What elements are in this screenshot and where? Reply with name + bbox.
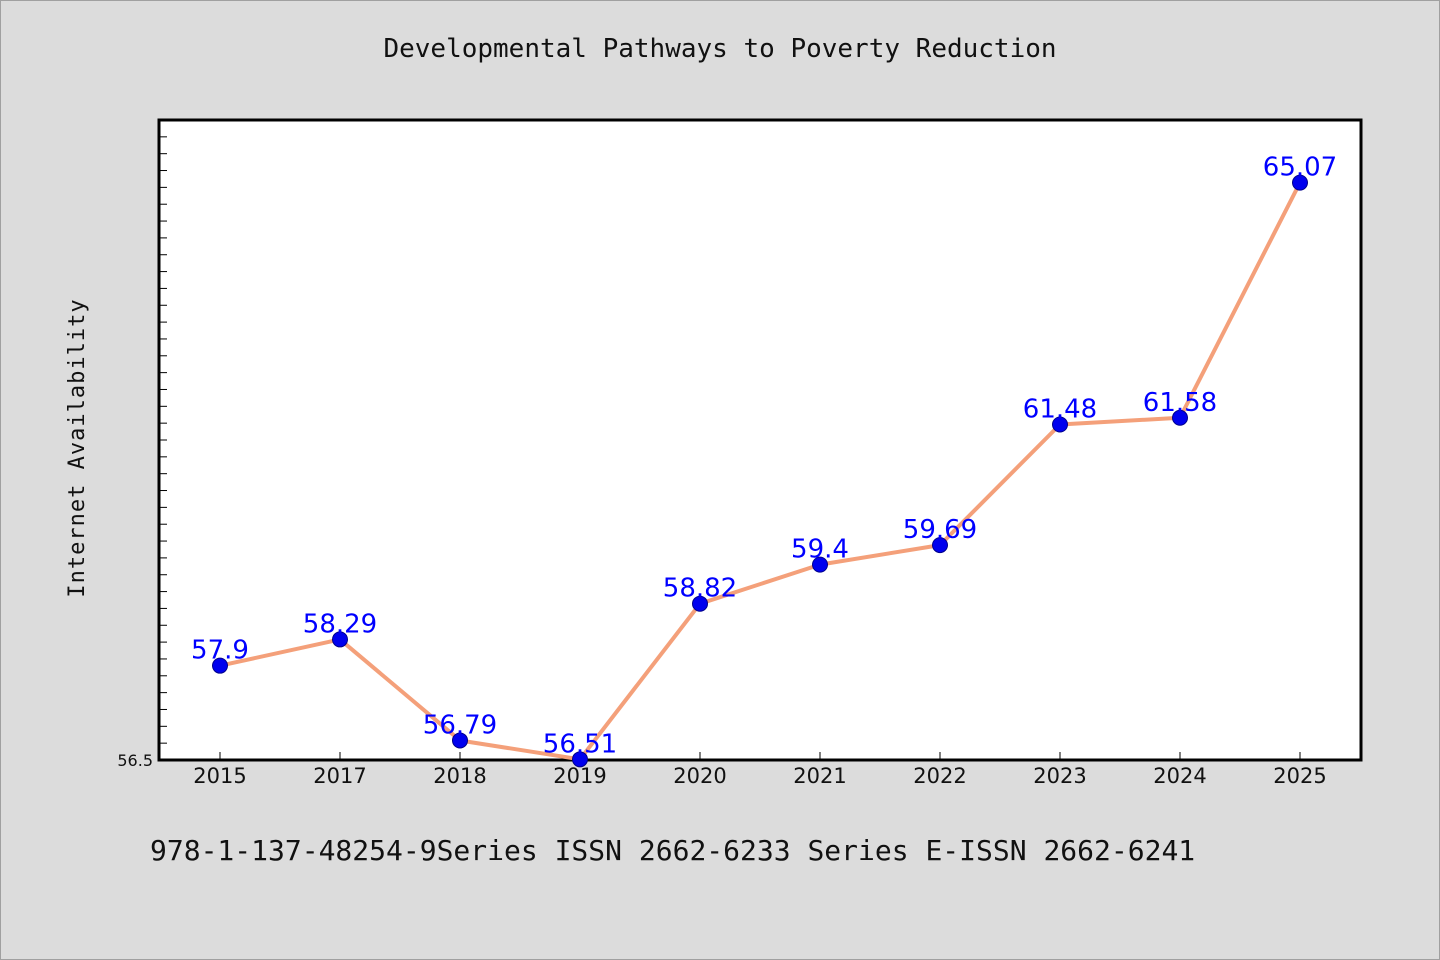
data-point [1292,174,1308,191]
data-point [692,595,708,612]
data-point [212,657,228,674]
x-tick-label: 2019 [553,764,606,788]
y-axis-ticks [159,119,167,761]
data-label: 58.29 [303,609,377,639]
data-point [812,556,828,573]
series-line [219,181,1302,762]
y-axis-tick-labels: 56.5 [117,751,153,770]
x-tick-label: 2022 [913,764,966,788]
data-point [1172,409,1188,426]
data-label: 59.69 [903,515,977,545]
x-tick-label: 2024 [1153,764,1206,788]
data-point [572,751,588,768]
y-axis-label: Internet Availability [65,298,90,597]
footer-isbn-text: 978-1-137-48254-9Series ISSN 2662-6233 S… [150,834,1196,867]
data-label: 57.9 [191,636,249,666]
data-label: 61.58 [1143,388,1217,418]
x-tick-label: 2023 [1033,764,1086,788]
data-point [1052,416,1068,433]
data-point [452,732,468,749]
data-label: 61.48 [1023,395,1097,425]
data-point [932,537,948,554]
y-tick-label: 56.5 [117,751,153,770]
data-label: 65.07 [1263,153,1337,183]
data-markers [212,174,1308,768]
data-labels: 57.9 58.29 56.79 56.51 58.82 59.4 59.69 61.48 61… [191,153,1337,760]
chart-title: Developmental Pathways to Poverty Reduct… [383,34,1057,64]
data-label: 59.4 [791,535,849,565]
data-label: 56.79 [423,710,497,740]
data-label: 56.51 [543,729,617,759]
x-axis-tick-labels: 2015 2017 2018 2019 2020 2021 2022 2023 2024 2025 [193,752,1327,788]
plot-area [157,118,1363,762]
data-point [332,631,348,648]
x-tick-label: 2015 [193,764,246,788]
x-tick-label: 2021 [793,764,846,788]
x-tick-label: 2017 [313,764,366,788]
x-tick-label: 2020 [673,764,726,788]
x-tick-label: 2025 [1273,764,1326,788]
x-tick-label: 2018 [433,764,486,788]
data-label: 58.82 [663,574,737,604]
